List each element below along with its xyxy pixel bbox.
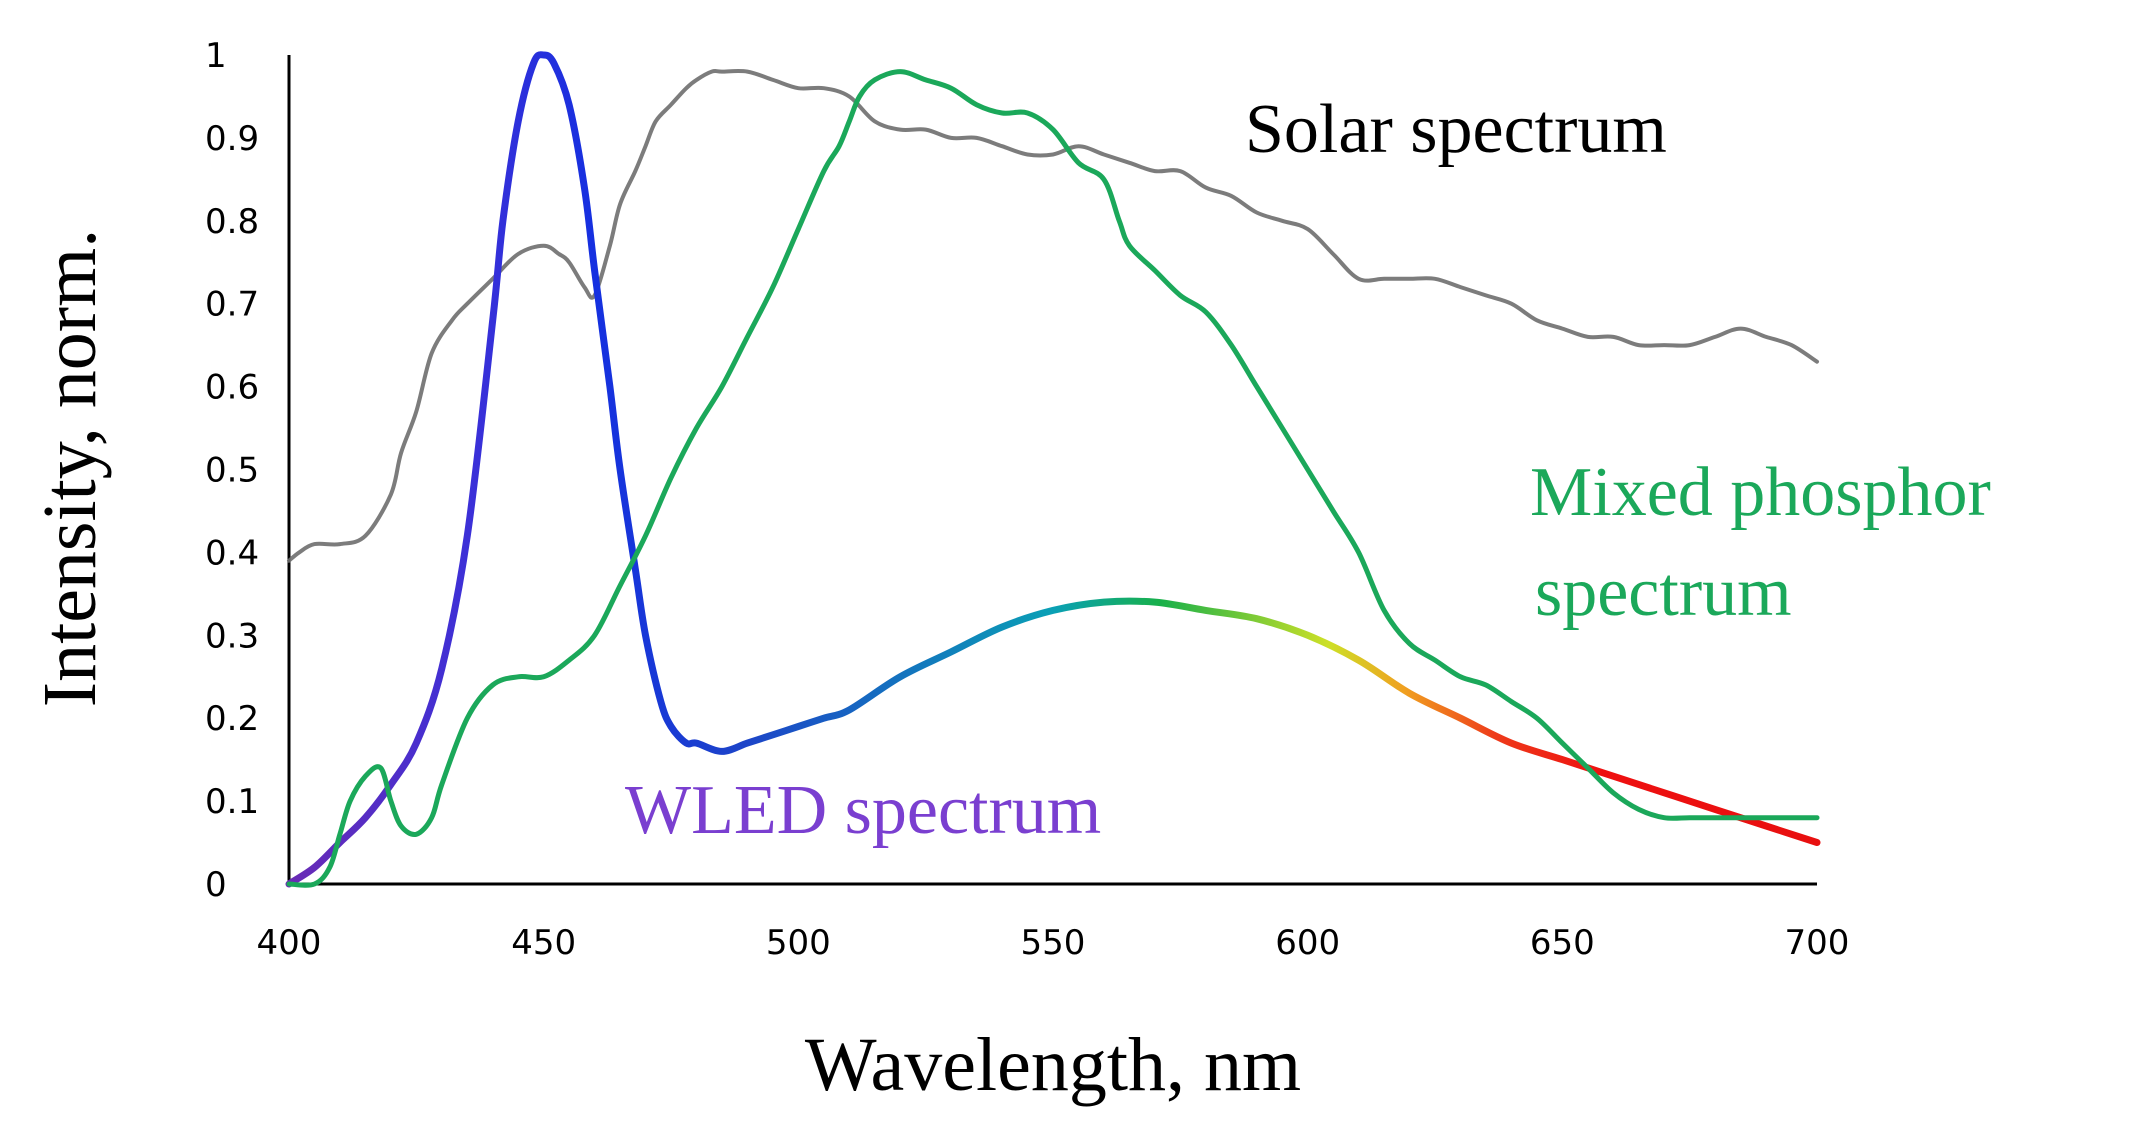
- y-axis-title: Intensity, norm.: [28, 229, 112, 707]
- annotation-mixed-line1: Mixed phosphor: [1530, 454, 1991, 531]
- series-mixed-phosphor: [286, 69, 1820, 888]
- y-tick-label: 0: [205, 865, 227, 905]
- axes: [287, 55, 1817, 886]
- y-tick-label: 0.8: [205, 202, 259, 242]
- annotation-solar: Solar spectrum: [1245, 91, 1667, 168]
- annotation-wled: WLED spectrum: [625, 772, 1101, 849]
- series-wled: [285, 51, 1821, 888]
- series-layer: [285, 51, 1821, 888]
- y-tick-label: 0.4: [205, 533, 259, 573]
- annotation-mixed-line2: spectrum: [1535, 554, 1792, 631]
- x-tick-label: 600: [1275, 923, 1340, 963]
- y-tick-label: 1: [205, 36, 227, 76]
- y-tick-labels: 0 0.1 0.2 0.3 0.4 0.5 0.6 0.7 0.8 0.9 1: [205, 36, 259, 905]
- x-tick-label: 500: [766, 923, 831, 963]
- y-tick-label: 0.3: [205, 616, 259, 656]
- x-tick-label: 700: [1785, 923, 1850, 963]
- y-tick-label: 0.5: [205, 451, 259, 491]
- x-tick-label: 450: [511, 923, 576, 963]
- y-tick-label: 0.9: [205, 119, 259, 159]
- y-tick-label: 0.7: [205, 285, 259, 325]
- x-tick-labels: 400 450 500 550 600 650 700: [257, 923, 1850, 963]
- x-tick-label: 400: [257, 923, 322, 963]
- x-axis-title: Wavelength, nm: [805, 1023, 1301, 1107]
- y-tick-label: 0.6: [205, 368, 259, 408]
- series-solar: [287, 68, 1819, 563]
- x-tick-label: 650: [1530, 923, 1595, 963]
- x-tick-label: 550: [1021, 923, 1086, 963]
- y-tick-label: 0.2: [205, 699, 259, 739]
- y-tick-label: 0.1: [205, 782, 259, 822]
